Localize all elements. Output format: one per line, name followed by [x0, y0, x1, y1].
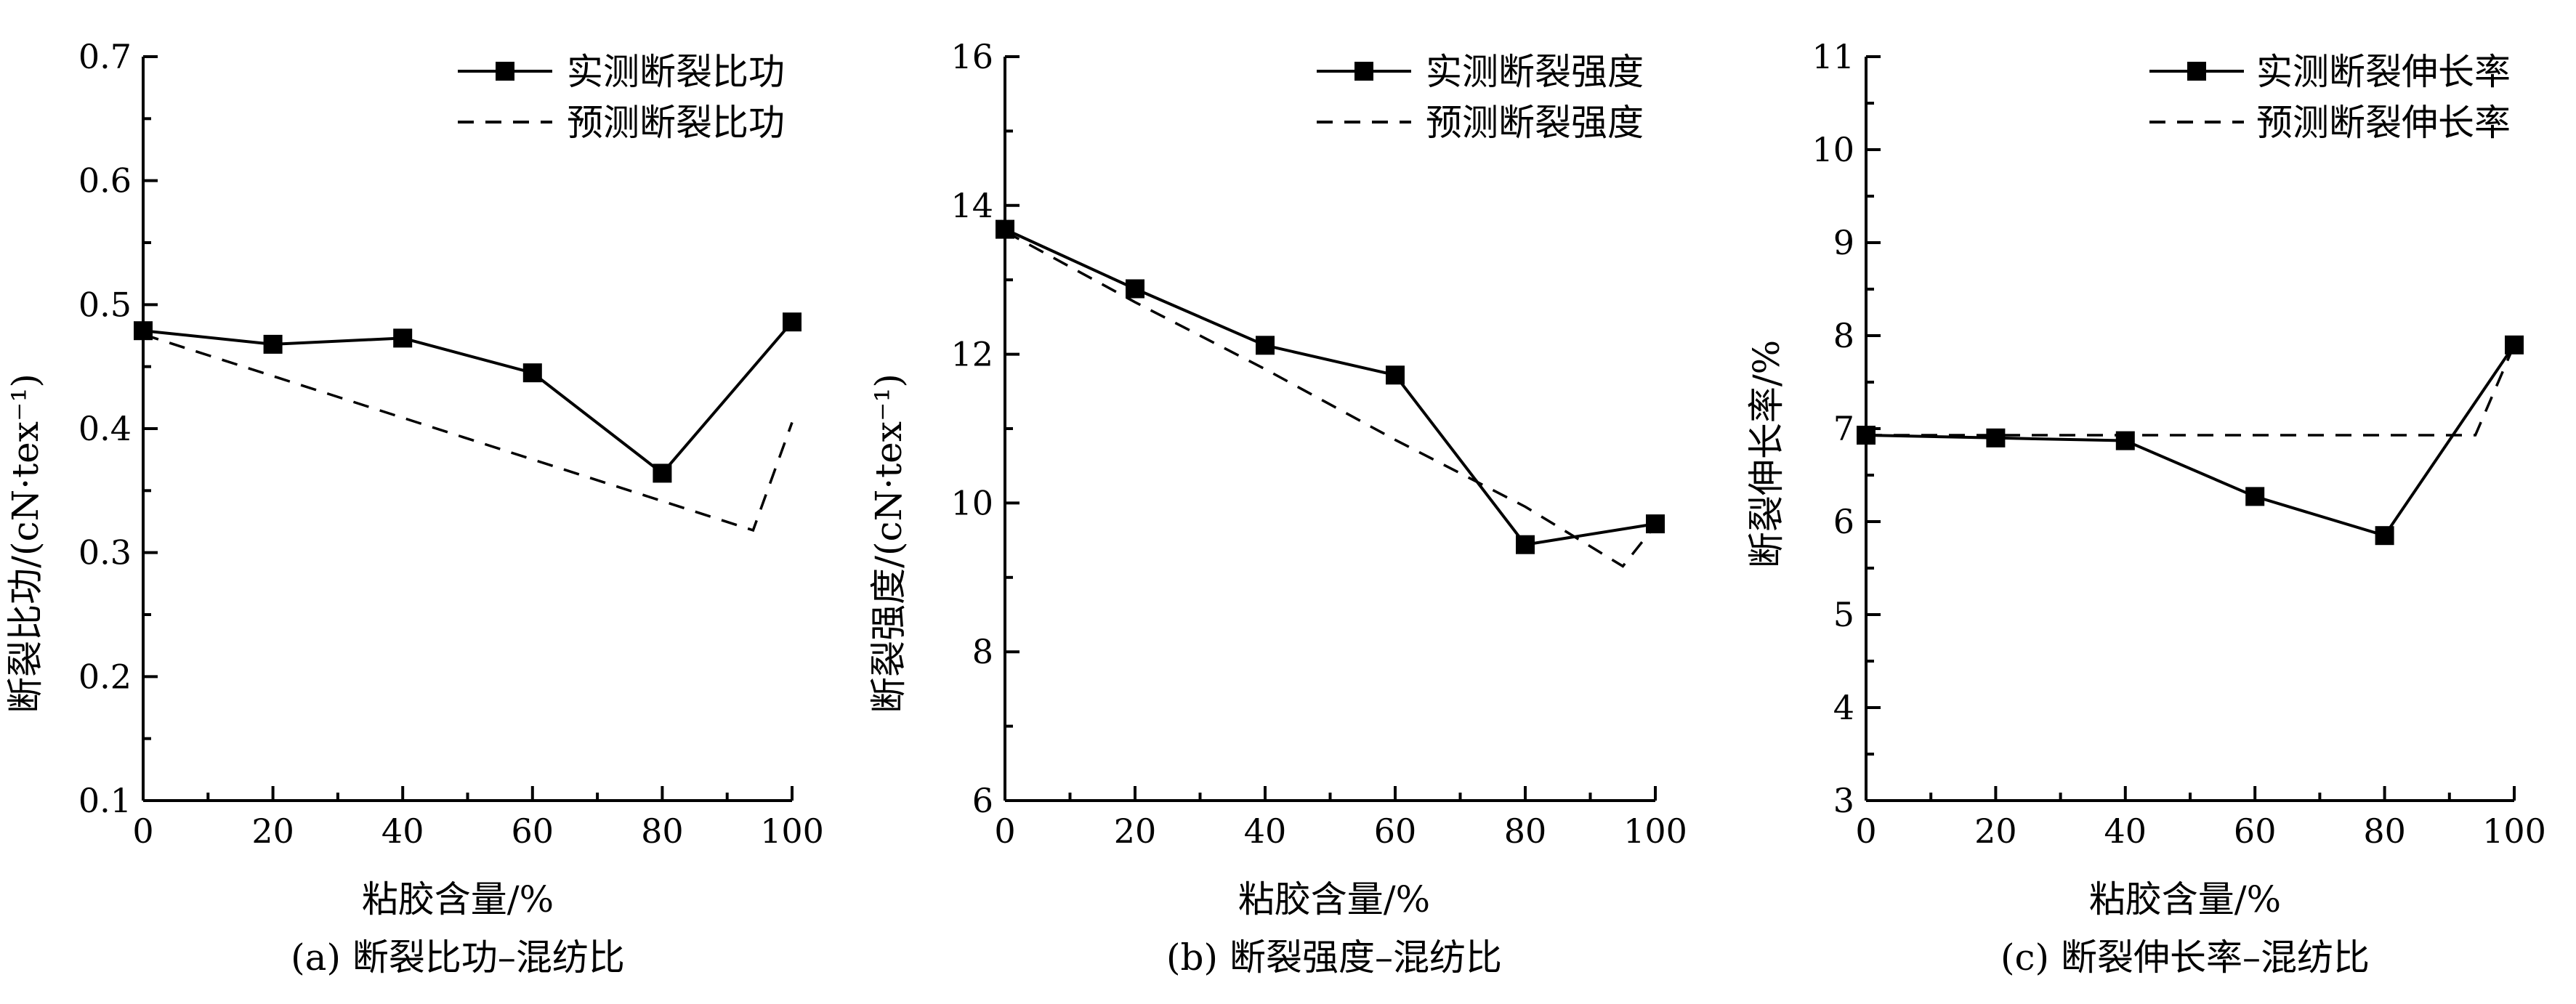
chart-b-legend-predicted: 预测断裂强度 — [1426, 102, 1644, 144]
chart-b-xtick-label: 80 — [1504, 811, 1547, 851]
chart-b-ytick-label: 10 — [950, 483, 993, 522]
chart-a-legend-predicted: 预测断裂比功 — [567, 102, 785, 144]
chart-c-xtick-label: 60 — [2234, 811, 2277, 851]
chart-a-xtick-label: 60 — [512, 811, 554, 851]
chart-c-legend-predicted: 预测断裂伸长率 — [2256, 102, 2511, 144]
chart-a-ytick-label: 0.5 — [78, 285, 132, 324]
chart-b-xtick-label: 40 — [1244, 811, 1287, 851]
chart-a-xtick-label: 40 — [381, 811, 424, 851]
chart-b: 6 8 10 12 14 16 0 20 40 60 80 100 粘胶含量/% 断裂强度/(cN·t… — [868, 37, 1687, 979]
chart-c-measured-point — [2505, 335, 2524, 355]
chart-b-ytick-label: 12 — [950, 335, 993, 374]
chart-b-measured-point — [1516, 535, 1535, 554]
chart-c-ytick-label: 7 — [1833, 409, 1854, 448]
chart-c-ytick-label: 11 — [1812, 37, 1854, 76]
chart-b-axes: 6 8 10 12 14 16 0 20 40 60 80 100 — [950, 37, 1687, 851]
chart-c-axes: 3 4 5 6 7 8 9 10 11 0 20 40 60 80 100 — [1812, 37, 2545, 851]
chart-c-measured-line — [1865, 344, 2516, 538]
chart-a-measured-point — [522, 363, 542, 383]
chart-a-ytick-label: 0.6 — [78, 161, 132, 201]
chart-b-xtick-label: 60 — [1374, 811, 1417, 851]
chart-a-legend: 实测断裂比功 预测断裂比功 — [458, 51, 785, 144]
chart-c-xtick-label: 0 — [1855, 811, 1876, 851]
chart-c-xtick-label: 40 — [2104, 811, 2147, 851]
chart-a-measured-point — [783, 312, 802, 332]
chart-c-measured-point — [2115, 431, 2135, 450]
chart-a-ytick-label: 0.7 — [78, 37, 132, 76]
chart-c-measured-point — [2375, 526, 2394, 546]
chart-b-ylabel: 断裂强度/(cN·tex⁻¹) — [868, 373, 910, 713]
chart-c-ytick-label: 8 — [1833, 316, 1854, 355]
chart-b-ytick-label: 6 — [972, 781, 993, 820]
chart-c-legend-measured-marker — [2187, 62, 2206, 81]
chart-a-legend-measured: 实测断裂比功 — [567, 51, 785, 93]
chart-a-ytick-label: 0.3 — [78, 533, 132, 572]
chart-c-xtick-label: 80 — [2363, 811, 2406, 851]
chart-c-predicted-line — [1866, 344, 2516, 437]
chart-a-measured-point — [653, 463, 672, 483]
chart-b-legend-measured: 实测断裂强度 — [1426, 51, 1644, 93]
chart-c-ytick-label: 5 — [1833, 595, 1854, 634]
chart-c-xtick-label: 20 — [1974, 811, 2017, 851]
chart-b-ytick-label: 8 — [972, 632, 993, 671]
chart-a-measured-line — [142, 320, 794, 476]
chart-c-ylabel: 断裂伸长率/% — [1745, 340, 1788, 568]
chart-b-legend-measured-marker — [1354, 62, 1373, 81]
chart-a-caption: (a) 断裂比功–混纺比 — [291, 936, 625, 979]
chart-c-legend-measured: 实测断裂伸长率 — [2256, 51, 2511, 93]
chart-c-xlabel: 粘胶含量/% — [2089, 878, 2281, 920]
chart-b-measured-point — [1646, 514, 1665, 534]
chart-b-measured-point — [1126, 279, 1144, 299]
chart-a-xtick-label: 20 — [251, 811, 294, 851]
chart-c-predicted-series — [1866, 344, 2516, 437]
chart-c-measured-series — [1857, 335, 2524, 546]
chart-a-xtick-label: 100 — [760, 811, 824, 851]
chart-c-ytick-label: 3 — [1833, 781, 1854, 820]
chart-a-predicted-line — [142, 333, 794, 533]
chart-a-ytick-label: 0.1 — [78, 781, 132, 820]
chart-c-ytick-label: 6 — [1833, 502, 1854, 541]
chart-a-xtick-label: 0 — [132, 811, 153, 851]
chart-c-measured-point — [2245, 487, 2265, 506]
chart-a-legend-measured-marker — [496, 62, 514, 81]
chart-b-ytick-label: 16 — [950, 37, 993, 76]
chart-c-legend: 实测断裂伸长率 预测断裂伸长率 — [2149, 51, 2511, 144]
chart-b-xlabel: 粘胶含量/% — [1238, 878, 1430, 920]
chart-b-predicted-line — [1004, 230, 1657, 568]
chart-c-caption: (c) 断裂伸长率–混纺比 — [2000, 936, 2370, 979]
chart-a-axes: 0.1 0.2 0.3 0.4 0.5 0.6 0.7 0 20 40 60 80 100 — [78, 37, 824, 851]
chart-c-measured-point — [1986, 428, 2006, 448]
chart-b-measured-point — [996, 219, 1014, 239]
chart-b-predicted-series — [1004, 230, 1657, 568]
chart-b-xtick-label: 100 — [1623, 811, 1687, 851]
chart-b-measured-point — [1386, 365, 1405, 385]
chart-a-predicted-series — [142, 333, 794, 533]
chart-c-ytick-label: 9 — [1833, 223, 1854, 262]
chart-c-ytick-label: 4 — [1833, 688, 1854, 727]
chart-a-measured-series — [134, 312, 802, 483]
chart-c-measured-point — [1857, 426, 1876, 445]
chart-b-xtick-label: 20 — [1114, 811, 1157, 851]
chart-b-ytick-label: 14 — [950, 186, 993, 225]
chart-c-ytick-label: 10 — [1812, 130, 1854, 169]
chart-b-xtick-label: 0 — [994, 811, 1015, 851]
chart-a-ylabel: 断裂比功/(cN·tex⁻¹) — [4, 373, 47, 713]
chart-a-measured-point — [263, 334, 283, 354]
chart-a-measured-point — [393, 328, 413, 348]
chart-a-ytick-label: 0.2 — [78, 657, 132, 696]
chart-a-xtick-label: 80 — [641, 811, 684, 851]
chart-b-caption: (b) 断裂强度–混纺比 — [1166, 936, 1502, 979]
chart-b-measured-point — [1256, 336, 1275, 355]
chart-b-legend: 实测断裂强度 预测断裂强度 — [1317, 51, 1644, 144]
chart-b-measured-line — [1004, 227, 1656, 546]
chart-a-measured-point — [134, 321, 153, 341]
chart-c-xtick-label: 100 — [2482, 811, 2546, 851]
chart-c: 3 4 5 6 7 8 9 10 11 0 20 40 60 80 100 粘胶含量/% 断裂伸长率/% (… — [1745, 37, 2546, 979]
chart-a-xlabel: 粘胶含量/% — [362, 878, 554, 920]
chart-a-ytick-label: 0.4 — [78, 409, 132, 448]
chart-b-measured-series — [996, 219, 1665, 554]
chart-a: 0.1 0.2 0.3 0.4 0.5 0.6 0.7 0 20 40 60 80 100 粘胶含量/%… — [4, 37, 824, 979]
